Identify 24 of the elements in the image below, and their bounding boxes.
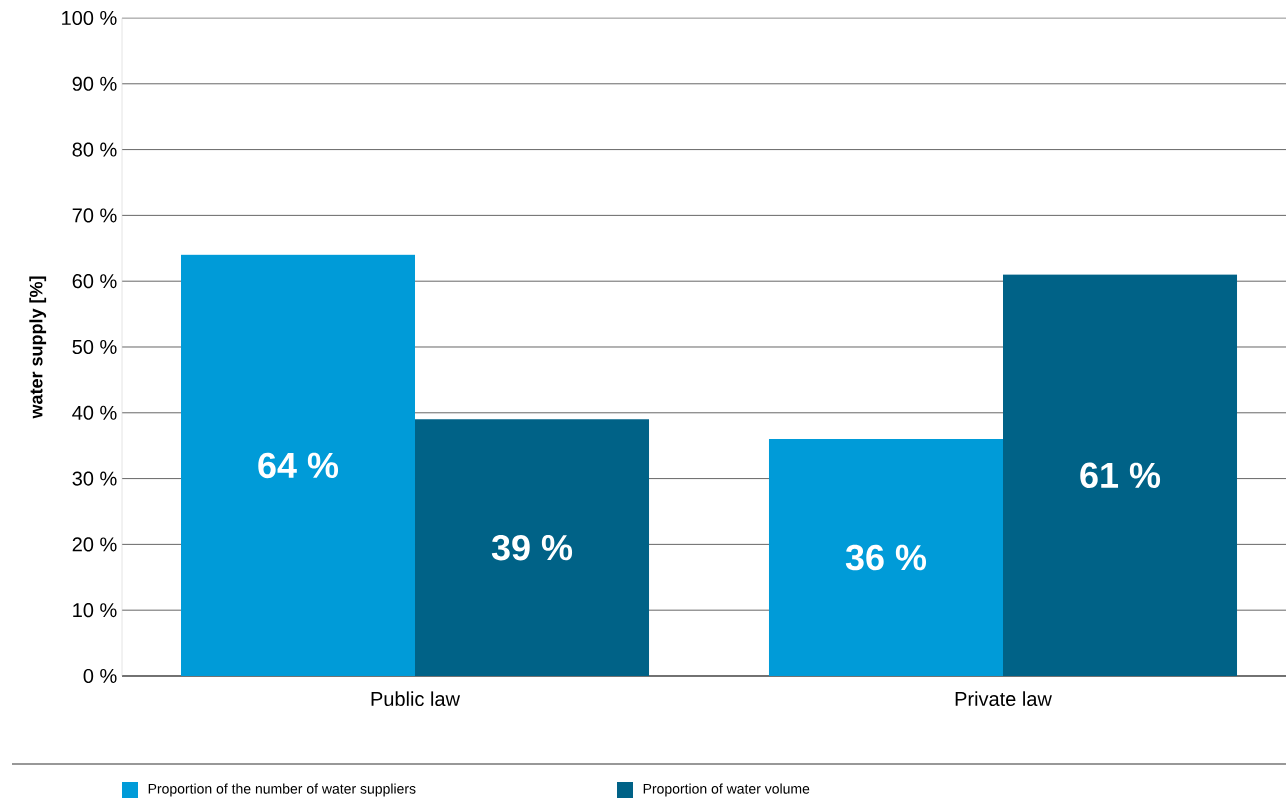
bar — [180, 254, 415, 676]
y-tick-label: 60 % — [72, 274, 117, 289]
bar — [415, 419, 650, 676]
y-tick-label: 10 % — [73, 603, 117, 618]
y-tick-label: 30 % — [72, 471, 117, 486]
x-tick-label: Private law — [955, 691, 1052, 707]
y-tick-label: 100 % — [62, 10, 117, 26]
y-tick-label: 20 % — [72, 537, 117, 552]
y-tick-label: 50 % — [72, 339, 117, 355]
y-tick-label: 80 % — [72, 142, 117, 157]
y-tick-label: 70 % — [72, 208, 117, 223]
y-tick-label: 0 % — [83, 668, 117, 684]
x-tick-label: Public law — [371, 691, 461, 707]
legend-label: Proportion of water volume — [643, 783, 810, 797]
data-label: 61 % — [1080, 462, 1161, 489]
y-tick-label: 90 % — [72, 76, 117, 91]
bar — [1003, 274, 1238, 676]
legend-label: Proportion of the number of water suppliers — [148, 783, 416, 797]
y-axis-title: water supply [%] — [29, 276, 47, 419]
data-label: 64 % — [258, 452, 339, 479]
bar — [768, 439, 1003, 676]
y-tick-label: 40 % — [72, 405, 117, 420]
data-label: 39 % — [491, 534, 573, 561]
data-label: 36 % — [845, 544, 927, 571]
